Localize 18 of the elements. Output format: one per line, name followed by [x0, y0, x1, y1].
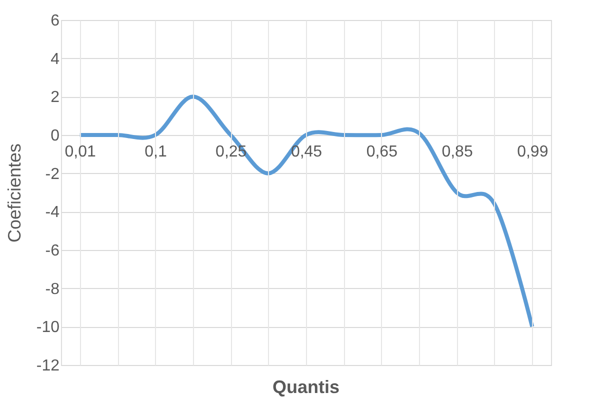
y-tick-label: 6	[50, 12, 60, 30]
y-tick-label: -12	[36, 358, 60, 374]
y-tick-label: -10	[36, 319, 60, 336]
y-tick-label: -8	[45, 280, 60, 298]
x-tick-label: 0,99	[517, 144, 548, 160]
x-tick-label: 0,01	[64, 144, 96, 160]
y-axis-title: Coeficientes	[4, 143, 24, 243]
y-tick-label: -2	[45, 166, 60, 183]
y-tick-label: 4	[50, 50, 60, 68]
x-axis-title: Quantis	[272, 377, 340, 397]
y-tick-label: 0	[50, 128, 60, 144]
y-tick-label: 2	[50, 89, 60, 106]
x-tick-label: 0,85	[442, 144, 473, 160]
x-tick-label: 0,1	[144, 144, 167, 160]
y-tick-label: -6	[45, 242, 60, 260]
x-tick-label: 0,45	[290, 144, 322, 160]
x-tick-label: 0,65	[366, 144, 398, 160]
y-tick-label: -4	[45, 204, 60, 222]
